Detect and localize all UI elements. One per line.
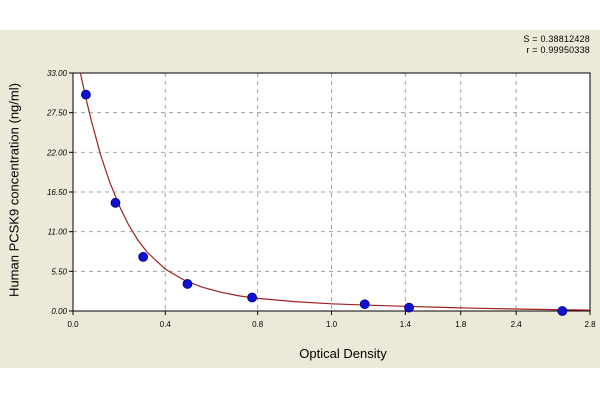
data-point [182, 279, 193, 289]
x-tick-label: 2.8 [584, 320, 596, 329]
data-point [247, 292, 258, 303]
x-tick-label: 2.4 [511, 320, 523, 329]
data-point [404, 302, 414, 313]
x-tick-label: 0.4 [160, 320, 172, 329]
data-point [138, 252, 149, 262]
data-points [81, 89, 568, 316]
y-tick-label: 5.50 [51, 267, 67, 276]
axes [69, 72, 591, 315]
x-axis-label: Optical Density [299, 346, 387, 361]
y-tick-label: 16.50 [47, 188, 68, 197]
data-point [110, 197, 121, 208]
fit-s-value: S = 0.38812428 [523, 34, 590, 44]
y-tick-label: 33.00 [47, 69, 68, 78]
plot-frame [72, 72, 591, 312]
data-point [81, 89, 91, 100]
y-axis-label: Human PCSK9 concentration (ng/ml) [6, 83, 22, 297]
data-point [359, 299, 370, 310]
x-tick-labels: 0.0 0.4 0.8 1.0 1.4 1.8 2.4 2.8 [67, 320, 596, 329]
data-point [557, 306, 568, 316]
y-tick-label: 22.00 [46, 148, 68, 157]
x-tick-label: 1.4 [400, 320, 412, 329]
y-tick-labels: 0.00 5.50 11.00 16.50 22.00 27.50 33.00 [46, 69, 68, 316]
x-tick-label: 0.0 [67, 320, 79, 329]
grid [73, 73, 590, 311]
y-tick-label: 0.00 [51, 307, 67, 316]
x-tick-label: 1.8 [455, 320, 467, 329]
y-tick-label: 11.00 [48, 228, 68, 237]
x-tick-label: 0.8 [252, 320, 264, 329]
x-tick-label: 1.0 [326, 320, 338, 329]
y-tick-label: 27.50 [46, 109, 68, 118]
fit-curve [79, 72, 591, 311]
fit-r-value: r = 0.99950338 [526, 45, 590, 55]
